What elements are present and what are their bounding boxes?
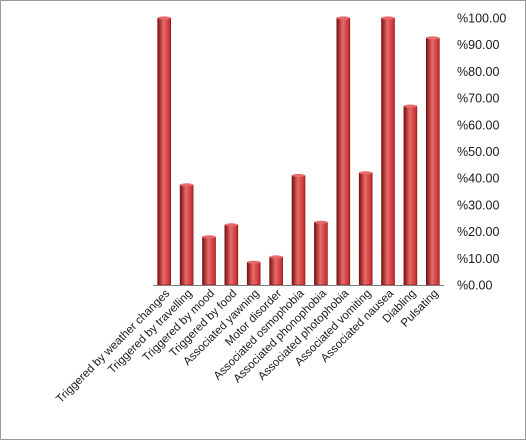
bar-cap-9 xyxy=(359,171,373,175)
y-tick-label-3: %30.00 xyxy=(457,198,499,212)
bar-cap-0 xyxy=(157,16,171,20)
bar-cap-4 xyxy=(247,260,261,264)
bar-3 xyxy=(224,224,239,286)
bar-4 xyxy=(246,261,261,286)
y-tick-label-1: %10.00 xyxy=(457,252,499,266)
bar-10 xyxy=(381,17,395,286)
y-tick-label-4: %40.00 xyxy=(457,172,499,186)
bar-cap-10 xyxy=(381,16,395,20)
y-tick-label-10: %100.00 xyxy=(457,12,506,26)
bars-group xyxy=(157,16,440,286)
bar-cap-2 xyxy=(202,235,216,239)
y-tick-label-8: %80.00 xyxy=(457,65,499,79)
bar-6 xyxy=(291,175,306,286)
bar-cap-8 xyxy=(336,16,350,20)
bar-cap-3 xyxy=(224,223,238,227)
y-tick-label-5: %50.00 xyxy=(457,145,499,159)
bar-11 xyxy=(403,105,418,286)
bar-cap-6 xyxy=(292,173,305,178)
bar-5 xyxy=(269,256,283,286)
bar-cap-5 xyxy=(269,255,283,259)
bar-9 xyxy=(358,172,373,286)
y-tick-label-9: %90.00 xyxy=(457,38,499,52)
bar-8 xyxy=(336,17,351,286)
bar-0 xyxy=(157,17,171,286)
y-tick-label-2: %20.00 xyxy=(457,225,499,239)
bar-cap-1 xyxy=(180,183,194,187)
y-tick-label-0: %0.00 xyxy=(457,279,492,293)
bar-cap-12 xyxy=(426,36,440,40)
bar-7 xyxy=(314,222,328,286)
bar-2 xyxy=(202,236,216,286)
y-tick-label-6: %60.00 xyxy=(457,118,499,132)
bar-cap-7 xyxy=(314,220,328,224)
y-axis-ticks: %0.00 %10.00 %20.00 %30.00 %40.00 %50.00 %60.0… xyxy=(457,12,506,293)
bar-1 xyxy=(179,184,194,286)
bar-cap-11 xyxy=(403,104,417,108)
bar-12 xyxy=(425,37,440,286)
y-tick-label-7: %70.00 xyxy=(457,92,499,106)
